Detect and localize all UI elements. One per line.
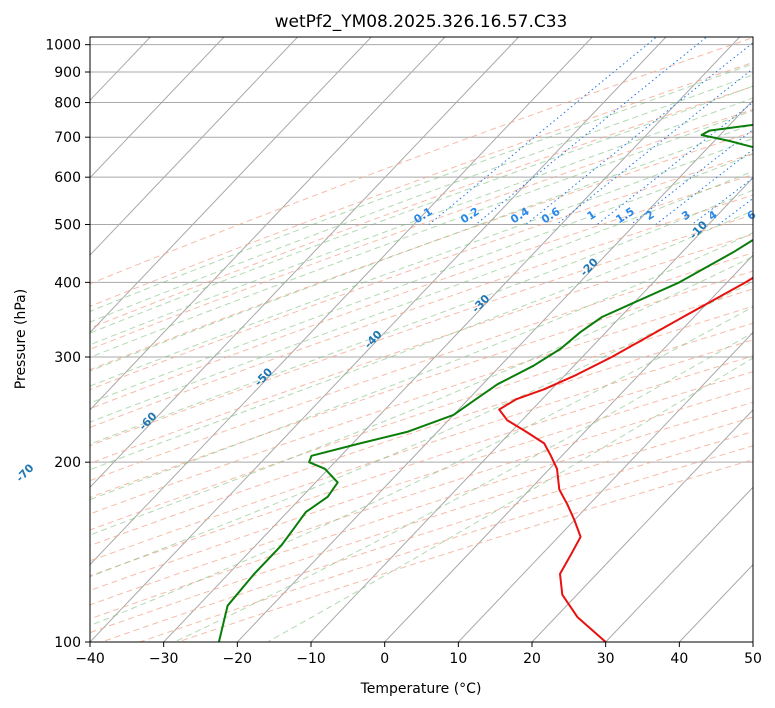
y-tick-label: 1000 <box>45 38 81 54</box>
x-tick-label: −10 <box>296 651 326 667</box>
dry-adiabat-line <box>90 85 753 329</box>
y-tick-label: 400 <box>54 275 81 291</box>
y-tick-label: 800 <box>54 96 81 112</box>
moist-adiabat-line <box>90 85 753 334</box>
dewpoint-profile-line <box>217 123 753 642</box>
dry-adiabat-line <box>90 371 753 592</box>
isotherm-line <box>90 37 520 488</box>
moist-adiabat-line <box>90 63 753 312</box>
x-tick-label: −40 <box>75 651 105 667</box>
x-tick-label: 10 <box>449 651 467 667</box>
mixing-ratio-line <box>630 129 753 225</box>
x-tick-label: −30 <box>149 651 179 667</box>
x-tick-label: −20 <box>223 651 253 667</box>
x-tick-label: 30 <box>597 651 615 667</box>
moist-adiabat-line <box>267 357 753 642</box>
y-axis-label: Pressure (hPa) <box>13 289 29 389</box>
moist-adiabat-line <box>90 97 753 346</box>
moist-adiabat-line <box>90 170 753 423</box>
mixing-ratio-line <box>428 37 658 225</box>
dry-adiabat-line <box>90 214 753 447</box>
isotherm-line <box>90 37 593 566</box>
isotherm-line <box>604 486 753 642</box>
y-tick-label: 100 <box>54 635 81 651</box>
moist-adiabat-line <box>90 306 753 627</box>
moist-adiabat-line <box>90 74 753 323</box>
y-tick-label: 200 <box>54 455 81 471</box>
y-tick-label: 500 <box>54 217 81 233</box>
moist-adiabat-line <box>90 189 753 445</box>
background-grid <box>90 37 753 642</box>
isotherm-line <box>310 176 753 642</box>
dry-adiabat-line <box>90 270 753 499</box>
dry-adiabat-line <box>90 339 753 562</box>
y-tick-label: 600 <box>54 170 81 186</box>
moist-adiabat-line <box>90 123 753 372</box>
isotherm-line <box>457 331 753 642</box>
y-tick-label: 700 <box>54 130 81 146</box>
x-tick-label: 20 <box>523 651 541 667</box>
x-tick-label: 0 <box>380 651 389 667</box>
x-tick-label: 50 <box>744 651 762 667</box>
isotherm-line <box>383 254 753 642</box>
axis-ticks: −40 −30 −20 −10 0 10 20 30 40 50 1000 900 800 700 600 5… <box>45 38 762 667</box>
x-axis-label: Temperature (°C) <box>360 681 482 697</box>
dry-adiabat-line <box>90 61 753 307</box>
isotherm-line <box>531 409 753 642</box>
isotherm-line <box>90 37 372 334</box>
moist-adiabat-line <box>90 210 753 471</box>
x-tick-label: 40 <box>670 651 688 667</box>
profile-lines <box>217 123 753 642</box>
y-tick-label: 300 <box>54 350 81 366</box>
isotherm-line <box>90 37 225 179</box>
isotherm-line <box>162 37 741 642</box>
moist-adiabat-line <box>90 280 753 578</box>
dry-adiabat-line <box>90 288 753 515</box>
chart-title: wetPf2_YM08.2025.326.16.57.C33 <box>275 12 568 32</box>
mixing-ratio-line <box>556 68 753 225</box>
mixing-ratio-line <box>525 42 753 225</box>
isotherm-line <box>90 37 299 256</box>
y-tick-label: 900 <box>54 65 81 81</box>
plot-frame <box>89 36 754 643</box>
dry-adiabat-line <box>90 233 753 464</box>
temperature-profile-line <box>498 276 753 642</box>
dry-adiabat-line <box>90 37 753 285</box>
isotherm-line <box>90 37 667 642</box>
isotherm-line <box>90 37 446 411</box>
